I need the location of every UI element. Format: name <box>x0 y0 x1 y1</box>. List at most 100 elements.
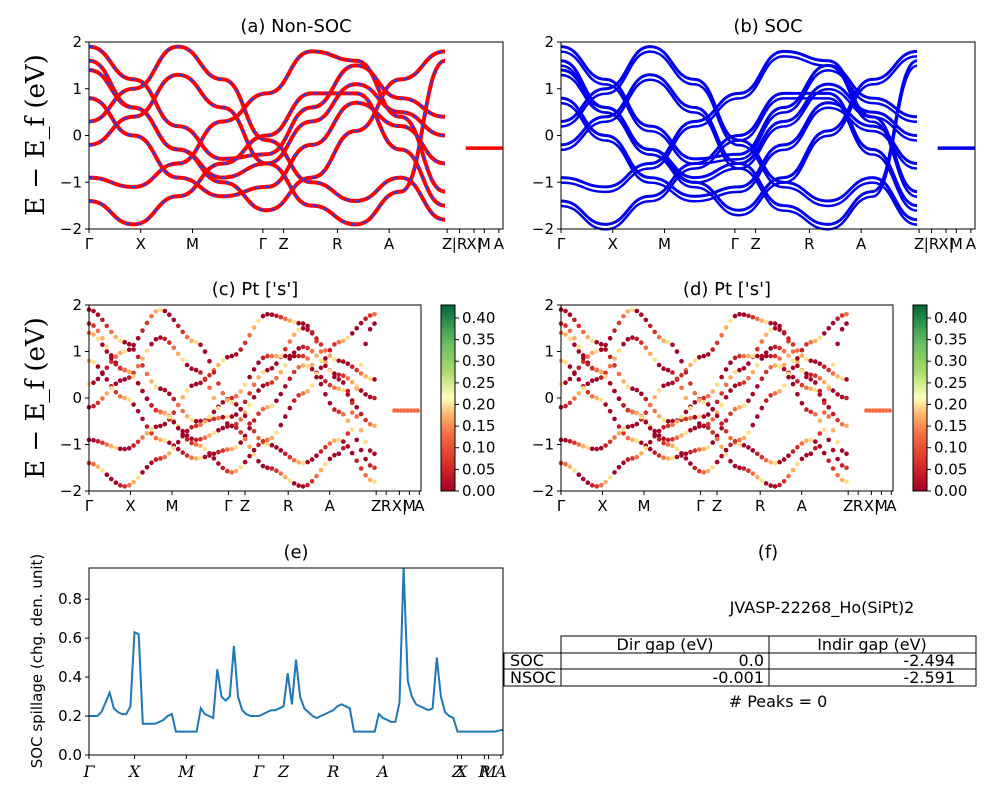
projection-point <box>808 409 814 415</box>
projection-point <box>144 348 150 354</box>
projection-point <box>135 363 141 369</box>
projection-point <box>345 388 351 394</box>
projection-point <box>283 363 288 368</box>
projection-point <box>100 317 105 323</box>
projection-point <box>296 327 302 333</box>
projection-point <box>309 362 315 368</box>
projection-point <box>719 444 724 450</box>
projection-point <box>180 450 185 455</box>
projection-point <box>260 369 266 375</box>
projection-point <box>786 453 791 459</box>
projection-point <box>216 405 221 411</box>
projection-point <box>723 382 729 388</box>
projection-point <box>100 336 105 341</box>
projection-point <box>589 350 595 356</box>
projection-point <box>367 463 373 468</box>
projection-point <box>643 396 649 402</box>
projection-point <box>251 418 257 423</box>
projection-point <box>122 446 127 452</box>
projection-point <box>327 347 333 353</box>
xtick-label: |R <box>924 235 939 253</box>
projection-point <box>621 460 626 466</box>
xtick-label: M <box>638 497 651 515</box>
ytick-label: 0 <box>544 389 554 407</box>
projection-point <box>777 364 782 369</box>
projection-point <box>661 338 666 344</box>
projection-point <box>131 347 136 352</box>
projection-point <box>763 481 769 486</box>
projection-point <box>117 394 123 399</box>
colorbar-tick-label: 0.10 <box>934 439 967 457</box>
projection-point <box>395 408 401 413</box>
projection-point <box>291 457 297 463</box>
projection-point <box>786 339 791 344</box>
projection-point <box>287 454 293 460</box>
band-line-dash <box>88 45 446 221</box>
projection-point <box>349 379 355 385</box>
projection-point <box>732 463 738 469</box>
projection-point <box>140 356 145 361</box>
projection-point <box>274 375 279 381</box>
projection-point <box>135 336 141 341</box>
projection-point <box>781 383 787 388</box>
projection-point <box>363 472 368 478</box>
projection-point <box>305 323 310 329</box>
projection-point <box>149 460 154 466</box>
projection-point <box>144 320 150 326</box>
projection-point <box>714 436 720 442</box>
projection-point <box>589 338 595 344</box>
projection-point <box>131 374 136 379</box>
projection-point <box>345 392 351 397</box>
projection-point <box>91 332 96 337</box>
projection-point <box>189 338 194 344</box>
projection-point <box>732 406 738 412</box>
projection-point <box>572 317 577 323</box>
projection-point <box>750 353 756 359</box>
projection-point <box>207 372 212 378</box>
projection-point <box>656 453 662 458</box>
projection-point <box>341 380 346 385</box>
projection-point <box>835 341 840 347</box>
band-line-dash <box>88 92 446 226</box>
projection-point <box>167 391 172 397</box>
xtick-label: M <box>479 762 497 781</box>
projection-point <box>808 377 814 382</box>
projection-point <box>674 419 680 424</box>
projection-point <box>220 358 226 363</box>
projection-point <box>799 368 805 374</box>
projection-point <box>327 456 333 462</box>
projection-point <box>799 441 805 446</box>
projection-point <box>122 339 127 345</box>
projection-point <box>567 439 573 444</box>
projection-point <box>634 421 640 427</box>
projection-point <box>639 391 644 397</box>
projection-point <box>679 451 684 456</box>
xtick-label: M <box>478 235 491 253</box>
projection-point <box>229 470 235 475</box>
projection-point <box>109 329 114 335</box>
projection-point <box>153 407 159 413</box>
projection-point <box>625 337 631 342</box>
xtick-label: A <box>494 235 505 253</box>
projection-point <box>220 390 226 396</box>
xtick-label: Γ <box>696 497 705 515</box>
projection-point <box>372 451 377 457</box>
projection-point <box>318 467 324 473</box>
projection-point <box>184 428 190 434</box>
projection-point <box>354 367 360 373</box>
projection-point <box>207 451 212 456</box>
projection-point <box>723 452 729 457</box>
projection-point <box>795 359 800 365</box>
projection-point <box>630 437 635 443</box>
projection-point <box>652 428 657 434</box>
projection-point <box>260 406 266 412</box>
projection-point <box>598 375 604 380</box>
band-line <box>560 45 918 222</box>
projection-point <box>817 388 823 394</box>
projection-point <box>813 373 818 379</box>
material-id: JVASP-22268_Ho(SiPt)2 <box>729 598 915 618</box>
xtick-label: X <box>125 497 135 515</box>
projection-point <box>772 460 778 466</box>
projection-point <box>701 395 707 401</box>
projection-point <box>639 440 644 446</box>
